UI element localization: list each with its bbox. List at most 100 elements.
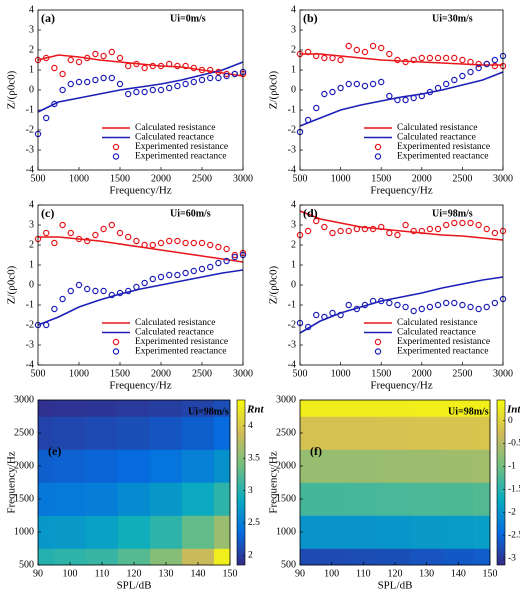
point bbox=[75, 78, 83, 86]
x-tick-label: 2500 bbox=[192, 173, 212, 184]
point bbox=[451, 299, 458, 307]
heat-cell bbox=[379, 416, 412, 450]
heat-cell bbox=[379, 482, 412, 516]
heat-cell bbox=[315, 449, 348, 483]
y-tick-label: 1000 bbox=[276, 526, 296, 537]
heat-cell bbox=[347, 400, 380, 417]
heat-cell bbox=[54, 449, 87, 483]
point bbox=[83, 78, 91, 86]
y-tick-label: 2000 bbox=[276, 460, 296, 471]
heat-cell bbox=[38, 400, 55, 417]
point bbox=[418, 92, 425, 100]
axes-frame bbox=[299, 399, 491, 566]
point bbox=[174, 62, 181, 70]
point bbox=[215, 259, 222, 267]
line-series bbox=[37, 269, 244, 326]
point bbox=[215, 74, 222, 82]
point bbox=[157, 62, 165, 70]
x-tick-label: 110 bbox=[95, 568, 110, 579]
point bbox=[378, 44, 385, 52]
y-axis-label: Z/(ρ0c0) bbox=[268, 265, 280, 304]
heat-cell bbox=[379, 449, 412, 483]
point bbox=[467, 303, 474, 311]
heat-cell bbox=[86, 449, 119, 483]
point bbox=[369, 297, 377, 305]
point bbox=[491, 56, 499, 64]
heat-cell bbox=[410, 400, 443, 417]
point bbox=[141, 279, 148, 287]
point bbox=[83, 54, 91, 62]
heat-cell bbox=[150, 515, 183, 549]
point bbox=[321, 90, 328, 98]
point bbox=[313, 52, 320, 60]
legend-label: Experimented resistance bbox=[135, 337, 228, 347]
annotation: Ui=60m/s bbox=[170, 208, 211, 219]
x-tick-label: 3000 bbox=[233, 173, 253, 184]
x-tick-label: 1500 bbox=[110, 173, 130, 184]
point bbox=[386, 50, 393, 58]
legend-label: Calculated reactance bbox=[135, 328, 214, 338]
y-tick-label: -4 bbox=[288, 164, 296, 175]
heat-cell bbox=[86, 400, 119, 417]
heat-cell bbox=[182, 515, 215, 549]
point bbox=[434, 54, 442, 62]
point bbox=[116, 54, 124, 62]
y-tick-label: 2000 bbox=[14, 460, 34, 471]
y-tick-label: 1000 bbox=[14, 526, 34, 537]
heat-cell bbox=[379, 515, 412, 549]
x-tick-label: 3000 bbox=[493, 173, 513, 184]
point bbox=[394, 231, 401, 239]
point bbox=[75, 281, 83, 289]
heat-cell bbox=[150, 400, 183, 417]
point bbox=[337, 56, 344, 64]
heat-cell bbox=[150, 449, 183, 483]
point bbox=[92, 287, 99, 295]
legend-label: Experimented reactance bbox=[397, 347, 489, 357]
y-tick-label: -4 bbox=[288, 359, 296, 370]
heat-cell bbox=[118, 515, 151, 549]
heat-cell bbox=[300, 482, 317, 516]
point bbox=[304, 323, 312, 331]
point bbox=[92, 231, 99, 239]
point bbox=[51, 305, 58, 313]
point bbox=[402, 58, 409, 66]
point bbox=[304, 116, 312, 124]
y-axis-label: Frequency/Hz bbox=[268, 451, 280, 513]
point bbox=[190, 64, 197, 72]
colorbar bbox=[496, 399, 506, 566]
point bbox=[321, 54, 328, 62]
y-tick-label: 0 bbox=[29, 84, 34, 95]
point bbox=[337, 311, 344, 319]
point bbox=[116, 289, 124, 297]
heat-cell bbox=[150, 416, 183, 450]
point bbox=[313, 217, 320, 225]
point bbox=[426, 54, 434, 62]
legend-label: Calculated resistance bbox=[135, 318, 215, 328]
heat-cell bbox=[442, 482, 475, 516]
heat-cell bbox=[182, 482, 215, 516]
point bbox=[141, 88, 148, 96]
point bbox=[459, 56, 466, 64]
point bbox=[43, 114, 50, 122]
colorbar-tick-label: -0.5 bbox=[508, 439, 520, 449]
panel-label: (b) bbox=[303, 11, 318, 25]
colorbar bbox=[236, 399, 246, 566]
x-tick-label: 140 bbox=[191, 568, 206, 579]
x-tick-label: 110 bbox=[356, 568, 371, 579]
colorbar-tick-label: -1.5 bbox=[508, 485, 520, 495]
point bbox=[108, 291, 116, 299]
point bbox=[100, 74, 107, 82]
point bbox=[174, 237, 181, 245]
point bbox=[190, 78, 197, 86]
point bbox=[43, 321, 50, 329]
legend-label: Calculated reactance bbox=[397, 133, 476, 143]
point bbox=[149, 275, 156, 283]
point bbox=[345, 227, 352, 235]
point bbox=[100, 287, 107, 295]
point bbox=[442, 299, 450, 307]
point bbox=[100, 225, 107, 233]
point bbox=[378, 223, 385, 231]
y-tick-label: -4 bbox=[26, 164, 34, 175]
x-tick-label: 90 bbox=[295, 568, 305, 579]
